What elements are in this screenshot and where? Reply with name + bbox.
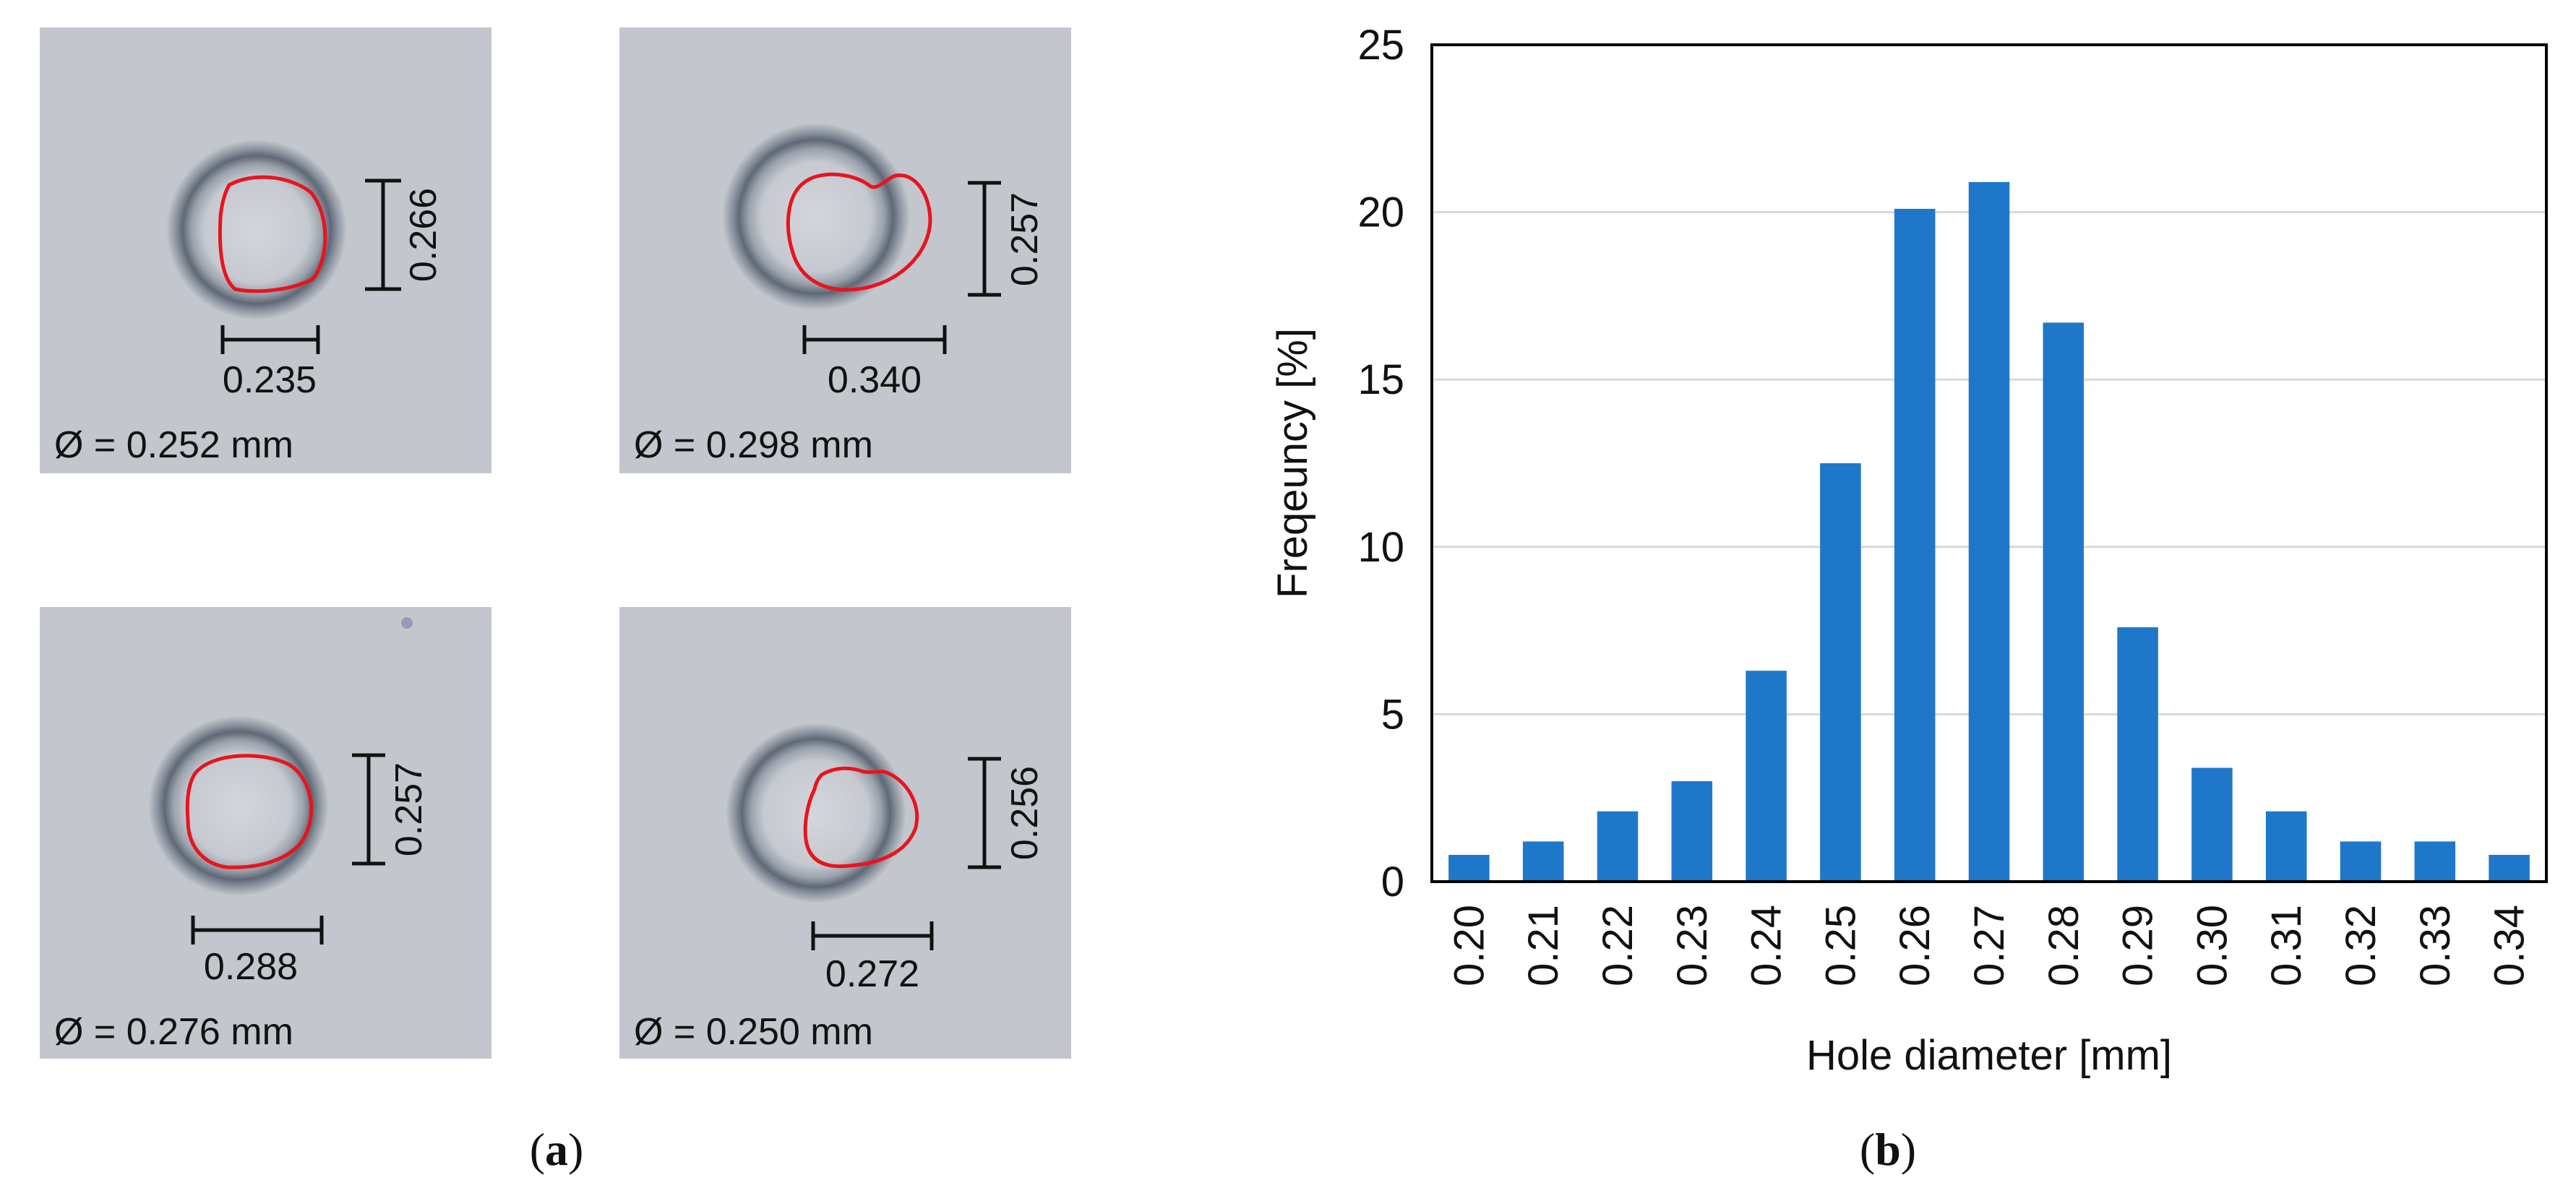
x-tick-label-0.25: 0.25: [1817, 905, 1864, 986]
bar-0.31: [2265, 811, 2307, 882]
micrograph-1-hole: [166, 139, 347, 320]
bar-0.23: [1671, 781, 1713, 882]
x-tick-label-0.30: 0.30: [2189, 905, 2236, 986]
micrograph-3-vertical-dim-label: 0.257: [388, 762, 430, 856]
micrograph-1: 0.266 0.235 Ø = 0.252 mm: [40, 27, 491, 473]
y-tick-labels: 0 5 10 15 20 25: [1357, 22, 1404, 905]
micrograph-3-horizontal-dim: [191, 916, 324, 945]
bar-0.21: [1522, 841, 1564, 882]
bar-0.24: [1746, 671, 1787, 882]
bars: [1448, 181, 2530, 882]
x-tick-label-0.31: 0.31: [2263, 905, 2310, 986]
x-tick-label-0.29: 0.29: [2115, 905, 2162, 986]
x-tick-label-0.33: 0.33: [2412, 905, 2459, 986]
micrograph-2-horizontal-dim-label: 0.340: [828, 359, 922, 401]
bar-0.33: [2414, 841, 2456, 882]
y-tick-label-25: 25: [1357, 22, 1404, 69]
micrograph-3-bright-dot: [401, 617, 413, 629]
bar-0.20: [1448, 854, 1490, 882]
bar-0.26: [1894, 208, 1936, 882]
micrograph-4-hole: [726, 723, 906, 903]
micrograph-1-diameter-label: Ø = 0.252 mm: [54, 424, 293, 466]
x-tick-label-0.28: 0.28: [2040, 905, 2087, 986]
micrograph-3-diameter-label: Ø = 0.276 mm: [54, 1011, 293, 1053]
micrograph-2-vertical-dim-label: 0.257: [1004, 192, 1046, 286]
micrograph-3: 0.257 0.288 Ø = 0.276 mm: [40, 607, 491, 1059]
micrograph-2-diameter-label: Ø = 0.298 mm: [634, 424, 873, 466]
x-tick-labels: 0.20 0.21 0.22 0.23 0.24 0.25 0.26 0.27 0.28 0.29…: [1446, 905, 2533, 986]
panel-b-label: (b): [1860, 1124, 1916, 1175]
micrograph-2: 0.257 0.340 Ø = 0.298 mm: [619, 27, 1071, 473]
micrograph-1-horizontal-dim-label: 0.235: [223, 359, 317, 401]
micrograph-1-vertical-dim: [365, 178, 401, 291]
y-tick-label-5: 5: [1381, 691, 1404, 738]
x-tick-label-0.21: 0.21: [1520, 905, 1567, 986]
micrograph-1-horizontal-dim: [220, 325, 320, 354]
plot-frame: [1430, 43, 2548, 883]
micrograph-3-horizontal-dim-label: 0.288: [204, 946, 298, 988]
bar-0.22: [1597, 811, 1639, 882]
x-axis-label: Hole diameter [mm]: [1806, 1032, 2172, 1079]
y-tick-label-0: 0: [1381, 859, 1404, 905]
y-axis-label: Freqeuncy [%]: [1269, 328, 1316, 598]
x-tick-label-0.26: 0.26: [1892, 905, 1939, 986]
micrograph-2-hole-outline: [786, 172, 932, 292]
micrograph-2-horizontal-dim: [802, 325, 947, 354]
bar-0.34: [2489, 854, 2530, 882]
bar-0.30: [2191, 767, 2233, 882]
micrograph-2-vertical-dim: [968, 181, 1001, 297]
bar-0.28: [2043, 322, 2085, 882]
x-tick-label-0.27: 0.27: [1966, 905, 2013, 986]
bar-0.27: [1968, 181, 2010, 882]
micrograph-3-hole-outline: [185, 754, 314, 869]
y-tick-label-15: 15: [1357, 356, 1404, 403]
bar-0.25: [1820, 463, 1861, 882]
micrograph-4-vertical-dim-label: 0.256: [1004, 766, 1046, 860]
micrograph-1-hole-outline: [218, 175, 327, 293]
micrograph-4: 0.256 0.272 Ø = 0.250 mm: [619, 607, 1071, 1059]
bar-0.32: [2340, 841, 2382, 882]
x-tick-label-0.24: 0.24: [1743, 905, 1790, 986]
micrograph-3-vertical-dim: [352, 753, 385, 866]
micrograph-4-diameter-label: Ø = 0.250 mm: [634, 1011, 873, 1053]
panel-a-label: (a): [530, 1124, 584, 1175]
x-tick-label-0.20: 0.20: [1446, 905, 1493, 986]
micrograph-1-vertical-dim-label: 0.266: [403, 188, 445, 282]
x-tick-label-0.34: 0.34: [2486, 905, 2533, 986]
micrograph-4-horizontal-dim: [811, 921, 934, 950]
micrograph-4-hole-outline: [803, 766, 919, 869]
x-tick-label-0.32: 0.32: [2337, 905, 2384, 986]
micrograph-2-hole: [722, 123, 910, 311]
x-tick-label-0.22: 0.22: [1594, 905, 1641, 986]
y-tick-label-20: 20: [1357, 189, 1404, 236]
y-tick-label-10: 10: [1357, 524, 1404, 571]
x-tick-label-0.23: 0.23: [1669, 905, 1716, 986]
micrograph-4-vertical-dim: [968, 757, 1001, 869]
bar-0.29: [2117, 627, 2158, 882]
micrograph-4-horizontal-dim-label: 0.272: [825, 953, 919, 995]
panel-a: 0.266 0.235 Ø = 0.252 mm 0.257: [40, 27, 1071, 1175]
